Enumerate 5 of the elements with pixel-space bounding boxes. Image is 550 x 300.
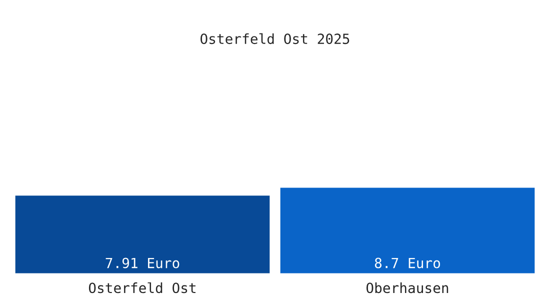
x-tick-label: Osterfeld Ost (88, 282, 196, 294)
chart-title: Osterfeld Ost 2025 (200, 33, 350, 44)
data-label: 7.91 Euro (106, 258, 180, 268)
data-label: 8.7 Euro (374, 258, 440, 268)
x-tick-label: Oberhausen (366, 282, 448, 294)
